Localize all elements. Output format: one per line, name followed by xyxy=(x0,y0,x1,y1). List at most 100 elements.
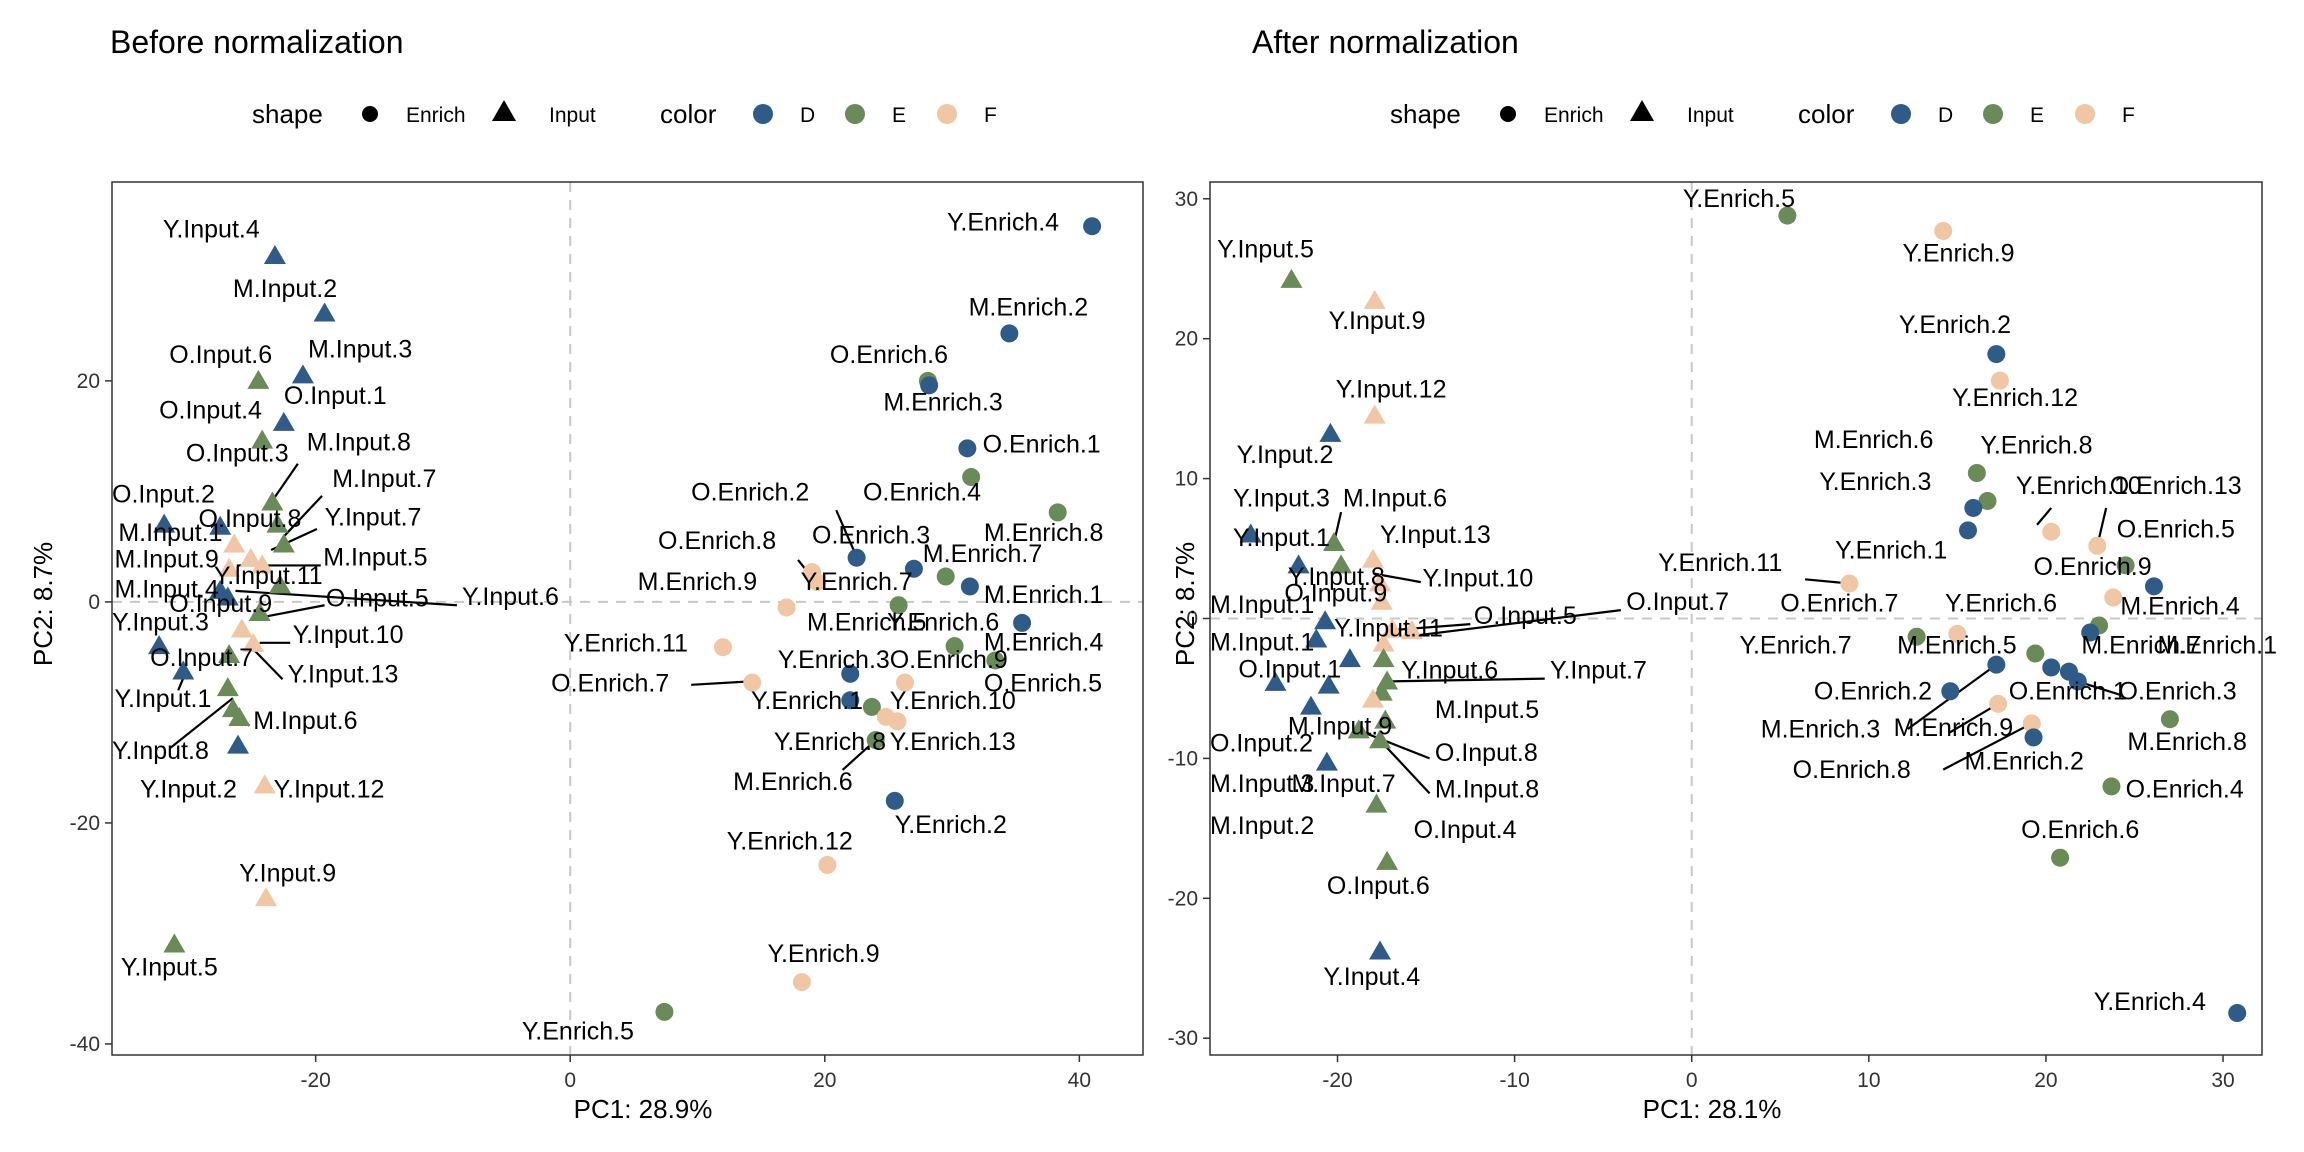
data-point-y-enrich-3 xyxy=(1964,498,1983,517)
data-point-o-input-1 xyxy=(1305,628,1328,648)
data-point-y-enrich-1 xyxy=(841,691,860,710)
point-label: M.Input.2 xyxy=(1210,812,1314,840)
plot-title: After normalization xyxy=(1252,24,1519,60)
data-point-m-enrich-3 xyxy=(920,376,939,395)
data-point-m-input-2 xyxy=(1299,695,1322,715)
point-label: Y.Enrich.6 xyxy=(1945,590,2057,618)
data-point-m-input-3 xyxy=(291,364,314,384)
data-point-y-input-3 xyxy=(148,635,171,655)
x-tick-label: -20 xyxy=(300,1069,330,1092)
data-point-y-enrich-5 xyxy=(1778,206,1797,225)
point-label: M.Input.2 xyxy=(233,275,337,303)
data-point-y-enrich-9 xyxy=(1934,221,1953,240)
label-leader-line xyxy=(1947,702,1999,735)
data-point-o-input-5 xyxy=(1381,618,1404,638)
input-legend-key xyxy=(492,100,516,121)
data-point-y-input-2 xyxy=(227,734,250,754)
point-label: O.Input.4 xyxy=(159,396,262,424)
data-point-m-enrich-6 xyxy=(866,731,885,750)
label-leader-line xyxy=(1417,609,1622,637)
data-point-m-input-6b xyxy=(1315,751,1338,771)
data-point-o-enrich-4 xyxy=(962,468,981,487)
point-label: M.Enrich.8 xyxy=(2127,728,2246,756)
point-label: O.Enrich.8 xyxy=(658,527,776,555)
point-label: Y.Enrich.6 xyxy=(887,609,999,637)
data-point-y-enrich-11 xyxy=(1840,574,1859,593)
point-label: O.Enrich.6 xyxy=(2021,816,2139,844)
data-point-o-input-9 xyxy=(1370,590,1393,610)
data-point-o-enrich-3 xyxy=(2068,672,2087,691)
point-label: Y.Input.10 xyxy=(1423,564,1534,592)
data-point-y-enrich-11 xyxy=(713,638,732,657)
label-leader-line xyxy=(260,604,325,619)
point-label: M.Enrich.1 xyxy=(2158,631,2277,659)
y-tick-label: -40 xyxy=(70,1033,100,1056)
data-point-y-input-6 xyxy=(216,586,239,606)
point-label: Y.Enrich.12 xyxy=(727,827,853,855)
data-point-y-input-8 xyxy=(1369,572,1392,592)
e-legend-key xyxy=(1983,104,2003,124)
point-label: Y.Enrich.3 xyxy=(778,646,890,674)
data-point-m-enrich-8 xyxy=(1048,503,1067,522)
plot-title: Before normalization xyxy=(110,24,403,60)
data-point-y-input-3 xyxy=(1239,523,1262,543)
point-label: O.Enrich.2 xyxy=(691,478,809,506)
y-tick-label: -20 xyxy=(1168,887,1198,910)
d-legend-label: D xyxy=(1938,104,1953,127)
data-point-o-input-2 xyxy=(153,513,176,533)
data-point-o-input-2 xyxy=(1264,671,1287,691)
point-label: M.Input.5 xyxy=(1435,696,1539,724)
point-label: O.Enrich.7 xyxy=(1780,590,1898,618)
data-point-y-input-13 xyxy=(1361,548,1384,568)
x-tick-label: 0 xyxy=(564,1069,576,1092)
data-point-m-enrich-9 xyxy=(777,598,796,617)
label-leader-line xyxy=(691,680,749,686)
enrich-legend-label: Enrich xyxy=(406,104,466,127)
data-point-y-enrich-12 xyxy=(1990,371,2009,390)
after-normalization-panel: After normalization shape Enrich Input c… xyxy=(1152,0,2304,1152)
point-label: Y.Input.9 xyxy=(239,860,336,888)
point-label: Y.Input.5 xyxy=(1217,236,1314,264)
data-point-y-enrich-8 xyxy=(1978,491,1997,510)
f-legend-label: F xyxy=(984,104,997,127)
point-label: Y.Enrich.7 xyxy=(801,568,913,596)
data-point-m-input-9 xyxy=(1361,688,1384,708)
point-label: Y.Input.4 xyxy=(163,215,260,243)
point-label: M.Enrich.3 xyxy=(883,389,1002,417)
data-point-m-input-8 xyxy=(266,513,289,533)
point-label: Y.Input.13 xyxy=(288,661,399,689)
data-point-y-enrich-6 xyxy=(1013,613,1032,632)
shape-legend-title: shape xyxy=(252,99,323,129)
point-label: O.Input.2 xyxy=(112,480,215,508)
data-point-y-input-4 xyxy=(263,245,286,265)
point-label: M.Input.9 xyxy=(1288,713,1392,741)
after-normalization-plot: After normalization shape Enrich Input c… xyxy=(1168,24,2277,1124)
data-point-m-enrich-9 xyxy=(2042,658,2061,677)
data-point-m-input-7 xyxy=(272,533,295,553)
data-point-m-enrich-6 xyxy=(1967,464,1986,482)
plot-border xyxy=(1209,181,2263,1056)
point-label: M.Input.9 xyxy=(115,546,219,574)
data-point-y-input-10 xyxy=(242,632,265,652)
data-point-o-input-4 xyxy=(251,429,274,449)
point-label: Y.Input.3 xyxy=(1233,485,1330,513)
point-label: M.Enrich.1 xyxy=(984,581,1103,609)
point-label: O.Enrich.2 xyxy=(1814,678,1932,706)
point-label: O.Input.1 xyxy=(1238,655,1341,683)
data-point-o-input-6 xyxy=(1376,850,1399,870)
point-label: Y.Enrich.13 xyxy=(890,728,1016,756)
point-label: M.Input.3 xyxy=(308,336,412,364)
point-label: Y.Input.13 xyxy=(1380,521,1491,549)
data-point-m-input-1 xyxy=(1314,610,1337,630)
before-normalization-panel: Before normalization shape Enrich Input … xyxy=(28,24,1144,1124)
data-point-o-enrich-8 xyxy=(2022,714,2041,733)
data-point-m-enrich-5 xyxy=(889,596,908,615)
input-legend-label: Input xyxy=(1687,104,1734,127)
point-label: O.Input.5 xyxy=(326,584,429,612)
point-label: Y.Enrich.8 xyxy=(1980,431,2092,459)
data-point-o-enrich-7 xyxy=(743,673,762,692)
label-leader-line xyxy=(169,697,234,749)
point-label: O.Input.5 xyxy=(1474,602,1577,630)
data-point-y-input-9 xyxy=(255,887,278,907)
data-point-m-enrich-2 xyxy=(2024,728,2043,747)
